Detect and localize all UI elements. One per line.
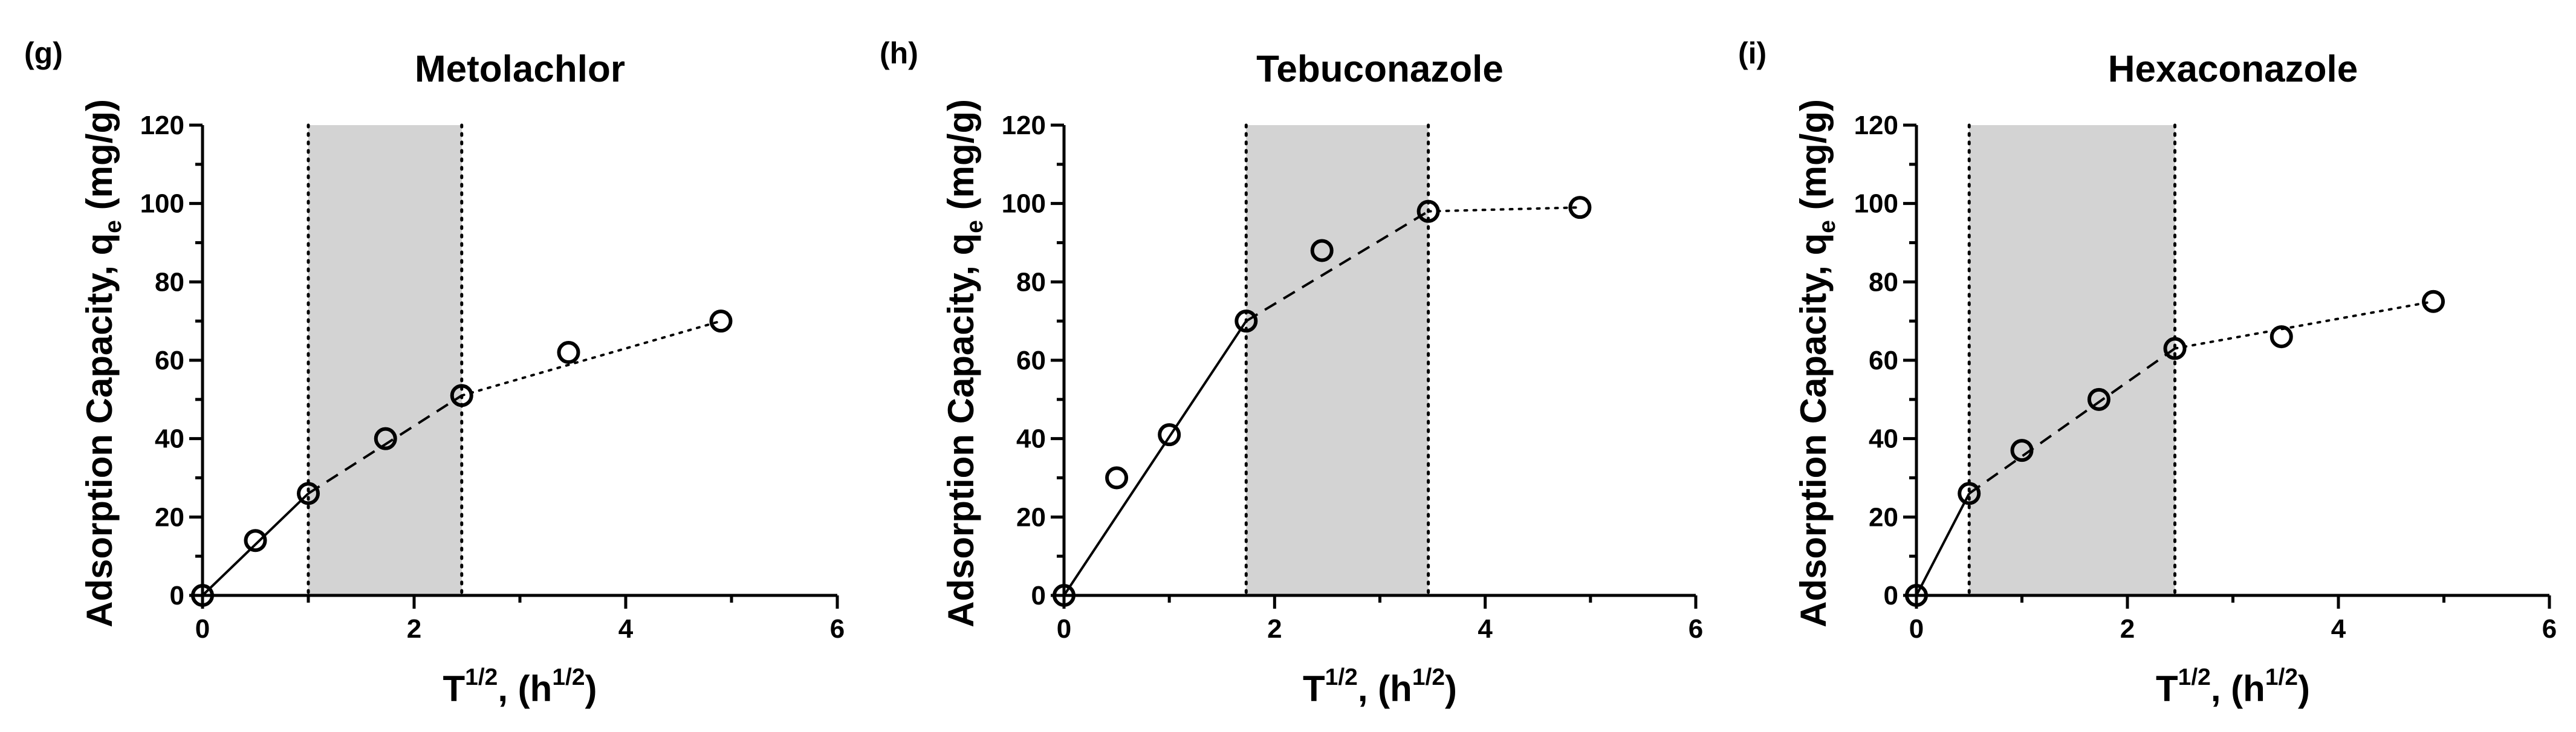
y-tick-label: 20 [155,502,184,532]
y-tick-label: 120 [1002,111,1046,140]
data-point [557,341,580,364]
data-point [1158,423,1181,447]
shaded-region [1246,125,1429,595]
y-tick-label: 20 [1016,502,1046,532]
y-tick-label: 40 [1869,424,1898,454]
panel-label: (h) [880,36,918,70]
data-point [1958,482,1981,505]
data-point [1105,466,1129,490]
data-point [1568,196,1592,219]
data-point [297,482,320,505]
x-tick-label: 0 [195,614,210,644]
x-axis-label: T1/2, (h1/2) [443,664,597,709]
y-tick-label: 80 [1016,267,1046,297]
y-tick-label: 100 [1854,189,1898,219]
data-point [374,427,397,450]
fit-segment-dotted [2173,300,2435,350]
y-axis-label: Adsorption Capacity, qe (mg/g) [79,99,126,627]
x-tick-label: 2 [2120,614,2135,644]
data-point [709,309,733,333]
fit-segment-dashed [1245,210,1429,322]
fit-segment-dashed [307,394,462,495]
y-tick-label: 0 [1884,581,1898,611]
y-tick-label: 20 [1869,502,1898,532]
shaded-region [1969,125,2175,595]
x-tick-label: 4 [2331,614,2346,644]
panel-label: (g) [24,36,63,70]
y-tick-label: 60 [155,346,184,375]
y-tick-label: 60 [1016,346,1046,375]
fit-segment-dotted [1427,206,1582,213]
data-point [191,584,214,607]
fit-segment-solid [201,492,310,597]
chart-title: Metolachlor [415,48,625,90]
chart-panel-2: (i) Hexaconazole 0 20 40 60 80 100 120 0 2 4 6 T1/2, … [1738,36,2557,709]
x-axis-label: T1/2, (h1/2) [2156,664,2310,709]
chart-panel-1: (h) Tebuconazole 0 20 40 60 80 100 120 0 2 4 6 T1/2, … [880,36,1703,709]
y-tick-label: 0 [1031,581,1046,611]
data-point [2422,290,2445,313]
data-point [1053,584,1075,607]
y-tick-label: 120 [140,111,184,140]
x-tick-label: 4 [618,614,634,644]
y-tick-label: 80 [155,267,184,297]
data-point [1234,309,1258,333]
shaded-region [308,125,462,595]
x-axis-label: T1/2, (h1/2) [1303,664,1457,709]
fit-segment-solid [1063,320,1247,597]
y-tick-label: 40 [155,424,184,454]
data-point [244,529,267,552]
x-tick-label: 2 [1267,614,1282,644]
x-tick-label: 2 [407,614,421,644]
chart-title: Tebuconazole [1256,48,1504,90]
y-axis-label: Adsorption Capacity, qe (mg/g) [1793,99,1840,627]
x-tick-label: 4 [1478,614,1493,644]
y-tick-label: 100 [1002,189,1046,219]
data-point [1416,199,1440,223]
x-tick-label: 6 [830,614,845,644]
chart-title: Hexaconazole [2108,48,2358,90]
y-tick-label: 0 [170,581,184,611]
panel-label: (i) [1738,36,1767,70]
data-point [1905,584,1928,607]
y-tick-label: 40 [1016,424,1046,454]
x-tick-label: 6 [2542,614,2557,644]
data-point [2163,337,2187,360]
y-tick-label: 80 [1869,267,1898,297]
fit-segment-dotted [460,320,722,397]
data-point [2269,325,2293,349]
data-point [1310,239,1334,262]
data-point [2010,439,2034,462]
x-tick-label: 6 [1689,614,1703,644]
fit-segment-solid [1915,493,1971,596]
y-tick-label: 120 [1854,111,1898,140]
data-point [450,384,473,407]
y-tick-label: 100 [140,189,184,219]
y-tick-label: 60 [1869,346,1898,375]
x-tick-label: 0 [1909,614,1924,644]
x-tick-label: 0 [1057,614,1071,644]
data-point [2087,387,2110,411]
y-axis-label: Adsorption Capacity, qe (mg/g) [941,99,988,627]
chart-panel-0: (g) Metolachlor 0 20 40 60 80 100 120 0 2 4 6 T1/2, (… [24,36,845,709]
